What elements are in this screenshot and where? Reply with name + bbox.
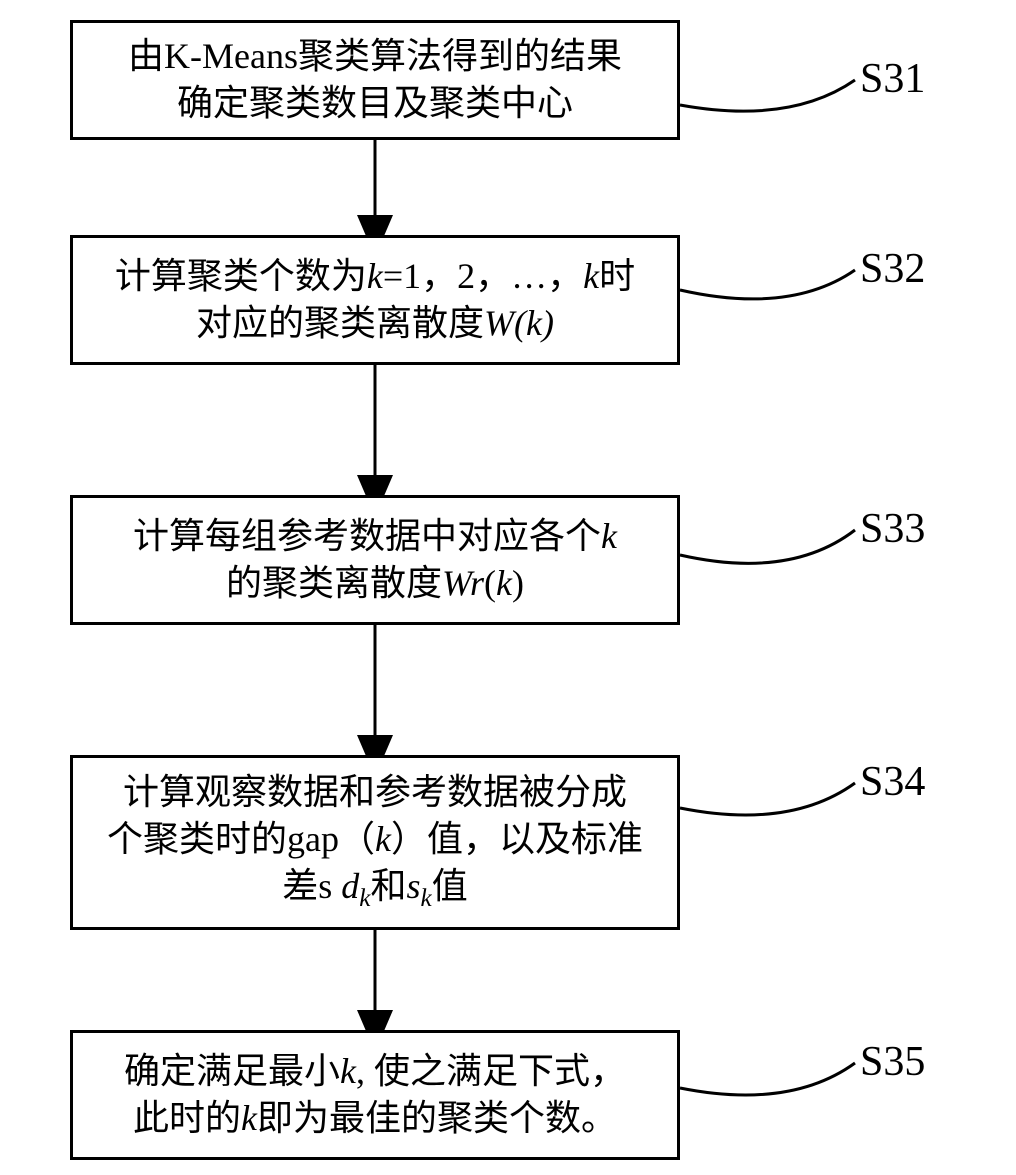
flowchart-node-text: 计算观察数据和参考数据被分成 个聚类时的gap（k）值，以及标准 差s dk和s… xyxy=(107,769,643,916)
step-label-s34: S34 xyxy=(860,758,925,806)
leader-s34 xyxy=(680,783,855,815)
flowchart-node-text: 计算聚类个数为k=1，2，…，k时 对应的聚类离散度W(k) xyxy=(115,253,635,347)
step-label-s33: S33 xyxy=(860,505,925,553)
leader-s35 xyxy=(680,1063,855,1095)
flowchart-node-s33: 计算每组参考数据中对应各个k 的聚类离散度Wr(k) xyxy=(70,495,680,625)
step-label-s35: S35 xyxy=(860,1038,925,1086)
flowchart-node-s32: 计算聚类个数为k=1，2，…，k时 对应的聚类离散度W(k) xyxy=(70,235,680,365)
leader-s33 xyxy=(680,530,855,563)
flowchart-node-text: 确定满足最小k, 使之满足下式， 此时的k即为最佳的聚类个数。 xyxy=(124,1048,626,1142)
leader-s31 xyxy=(680,80,855,111)
step-label-s31: S31 xyxy=(860,55,925,103)
flowchart-node-s34: 计算观察数据和参考数据被分成 个聚类时的gap（k）值，以及标准 差s dk和s… xyxy=(70,755,680,930)
flowchart-node-s35: 确定满足最小k, 使之满足下式， 此时的k即为最佳的聚类个数。 xyxy=(70,1030,680,1160)
step-label-s32: S32 xyxy=(860,245,925,293)
flowchart-node-s31: 由K-Means聚类算法得到的结果 确定聚类数目及聚类中心 xyxy=(70,20,680,140)
flowchart-node-text: 计算每组参考数据中对应各个k 的聚类离散度Wr(k) xyxy=(133,513,617,607)
leader-s32 xyxy=(680,270,855,299)
flowchart-canvas: 由K-Means聚类算法得到的结果 确定聚类数目及聚类中心计算聚类个数为k=1，… xyxy=(0,0,1016,1175)
flowchart-node-text: 由K-Means聚类算法得到的结果 确定聚类数目及聚类中心 xyxy=(128,33,622,127)
